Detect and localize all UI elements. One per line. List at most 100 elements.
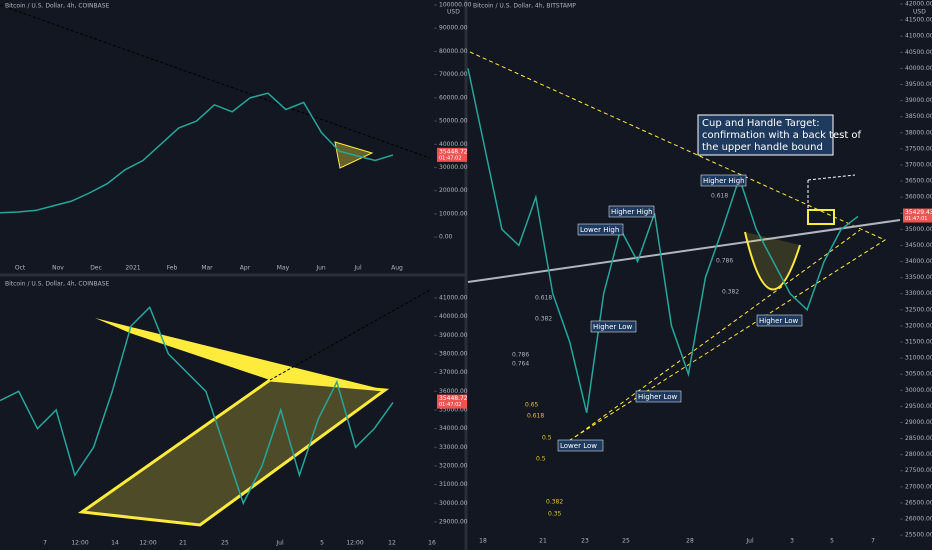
neckline (467, 219, 901, 283)
x-tick-label: 5 (320, 540, 324, 547)
price-tag (437, 394, 467, 409)
y-tick-label: 31000.00 (439, 481, 468, 488)
y-tick-label: 42000.00 (905, 1, 932, 8)
x-tick-label: Jul (353, 265, 362, 272)
x-tick-label: 16 (428, 540, 436, 547)
y-tick-label: 25500.00 (905, 532, 932, 539)
annotation: Lower Low (560, 442, 597, 450)
fib-label: 0.764 (512, 361, 529, 368)
fib-label: 0.65 (525, 402, 539, 409)
price-label: 35448.72 (439, 395, 468, 402)
currency: USD (447, 9, 460, 16)
panel-title: Bitcoin / U.S. Dollar, 4h, COINBASE (5, 281, 110, 288)
y-tick-label: 36000.00 (439, 388, 468, 395)
y-tick-label: 70000.00 (439, 71, 468, 78)
x-tick-label: 25 (221, 540, 229, 547)
x-tick-label: 7 (43, 540, 47, 547)
y-tick-label: 40000.00 (439, 313, 468, 320)
label-box (700, 174, 747, 187)
y-tick-label: 20000.00 (439, 187, 468, 194)
countdown: 01:47:02 (439, 402, 461, 408)
y-tick-label: 34000.00 (439, 425, 468, 432)
y-tick-label: 31000.00 (905, 355, 932, 362)
handle (807, 209, 835, 225)
y-tick-label: 32000.00 (905, 322, 932, 329)
y-tick-label: 36000.00 (905, 194, 932, 201)
price-line (467, 68, 859, 413)
x-tick-label: 12 (388, 540, 396, 547)
y-tick-label: 39000.00 (439, 332, 468, 339)
y-tick-label: 29000.00 (439, 518, 468, 525)
x-tick-label: Oct (15, 265, 26, 272)
x-tick-label: Aug (391, 265, 403, 272)
y-tick-label: 39000.00 (905, 97, 932, 104)
panel-title: Bitcoin / U.S. Dollar, 4h, BITSTAMP (473, 3, 576, 10)
support (574, 229, 861, 438)
y-tick-label: 37000.00 (905, 161, 932, 168)
y-tick-label: 37500.00 (905, 145, 932, 152)
x-tick-label: 12:00 (346, 540, 363, 547)
annotation: Higher High (703, 177, 745, 185)
y-tick-label: 38500.00 (905, 113, 932, 120)
fib-label: 0.786 (512, 352, 529, 359)
y-tick-label: 100000.00 (439, 2, 472, 9)
price-line (0, 92, 394, 214)
y-tick-label: 40000.00 (439, 141, 468, 148)
y-tick-label: 31500.00 (905, 338, 932, 345)
y-tick-label: 30500.00 (905, 371, 932, 378)
label-box (756, 314, 803, 327)
currency: USD (913, 9, 926, 16)
triangle (469, 51, 887, 441)
y-tick-label: 30000.00 (439, 500, 468, 507)
y-tick-label: 34000.00 (905, 258, 932, 265)
target (807, 174, 856, 181)
wedge-top (95, 318, 385, 390)
trendline (0, 4, 431, 159)
x-tick-label: 21 (539, 538, 547, 545)
callout-text: the upper handle bound (702, 142, 823, 153)
y-tick-label: 38000.00 (439, 350, 468, 357)
y-tick-label: 26000.00 (905, 516, 932, 523)
panel-title: Bitcoin / U.S. Dollar, 4h, COINBASE (5, 3, 110, 10)
x-tick-label: 25 (622, 538, 630, 545)
x-tick-label: Jun (315, 265, 326, 272)
x-tick-label: 5 (830, 538, 834, 545)
fib-label: 0.5 (542, 435, 552, 442)
fib-label: 0.618 (711, 193, 728, 200)
x-tick-label: Dec (90, 265, 102, 272)
callout-box (697, 114, 834, 156)
label-box (557, 439, 604, 452)
x-tick-label: Mar (201, 265, 213, 272)
y-tick-label: 41500.00 (905, 17, 932, 24)
y-tick-label: 33000.00 (439, 444, 468, 451)
x-tick-label: 3 (790, 538, 794, 545)
annotation: Higher Low (593, 323, 633, 331)
y-tick-label: 37000.00 (439, 369, 468, 376)
x-tick-label: 21 (179, 540, 187, 547)
x-tick-label: Jul (745, 538, 754, 545)
x-tick-label: 2021 (125, 265, 140, 272)
y-tick-label: 28500.00 (905, 435, 932, 442)
y-tick-label: 32000.00 (439, 462, 468, 469)
annotation: Lower High (580, 226, 619, 234)
callout-text: confirmation with a back test of (702, 130, 862, 141)
y-tick-label: 26500.00 (905, 499, 932, 506)
fib-label: 0.382 (722, 289, 739, 296)
y-tick-label: 10000.00 (439, 210, 468, 217)
y-tick-label: 35000.00 (905, 226, 932, 233)
price-line (0, 305, 394, 506)
y-tick-label: 0.00 (439, 234, 453, 241)
annotation: Higher High (611, 208, 653, 216)
x-tick-label: Apr (240, 265, 251, 272)
y-tick-label: 41000.00 (439, 294, 468, 301)
x-tick-label: 7 (871, 538, 875, 545)
y-tick-label: 40500.00 (905, 49, 932, 56)
price-label: 35429.43 (905, 209, 932, 216)
channel (77, 378, 390, 527)
y-tick-label: 50000.00 (439, 118, 468, 125)
y-tick-label: 34500.00 (905, 242, 932, 249)
x-tick-label: 28 (686, 538, 694, 545)
annotation: Higher Low (759, 317, 799, 325)
x-tick-label: 14 (111, 540, 119, 547)
